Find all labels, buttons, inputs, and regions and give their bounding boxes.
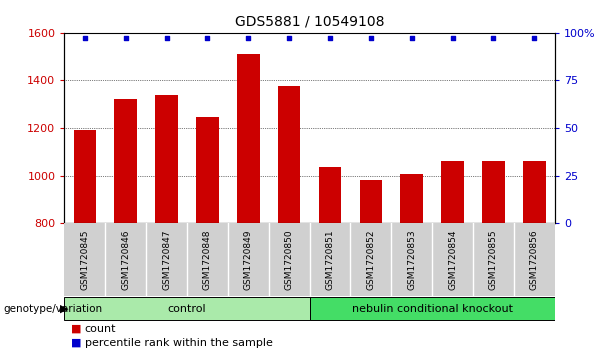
Bar <box>514 223 555 296</box>
Text: ■: ■ <box>70 338 81 348</box>
Text: GSM1720853: GSM1720853 <box>407 229 416 290</box>
Text: ■: ■ <box>70 323 81 334</box>
Bar <box>64 223 105 296</box>
Text: ▶: ▶ <box>60 303 69 314</box>
Bar <box>74 130 96 223</box>
Bar <box>155 95 178 223</box>
Text: GSM1720849: GSM1720849 <box>244 229 253 290</box>
Bar <box>360 180 382 223</box>
Bar <box>105 223 146 296</box>
Bar <box>473 223 514 296</box>
Point <box>447 36 457 41</box>
Text: GSM1720856: GSM1720856 <box>530 229 539 290</box>
Text: percentile rank within the sample: percentile rank within the sample <box>85 338 272 348</box>
Bar <box>482 161 504 223</box>
Point <box>325 36 335 41</box>
Text: GSM1720851: GSM1720851 <box>326 229 335 290</box>
Point <box>243 36 253 41</box>
Text: GSM1720854: GSM1720854 <box>448 229 457 290</box>
Point <box>366 36 376 41</box>
Text: GSM1720847: GSM1720847 <box>162 229 171 290</box>
Point <box>284 36 294 41</box>
Bar <box>400 174 423 223</box>
Text: GSM1720852: GSM1720852 <box>367 229 375 290</box>
Text: GSM1720845: GSM1720845 <box>80 229 89 290</box>
Point <box>530 36 539 41</box>
Text: control: control <box>167 303 207 314</box>
Text: GSM1720855: GSM1720855 <box>489 229 498 290</box>
Text: GSM1720846: GSM1720846 <box>121 229 130 290</box>
Text: GSM1720850: GSM1720850 <box>284 229 294 290</box>
Bar <box>523 161 546 223</box>
Bar <box>146 223 187 296</box>
Bar <box>64 297 310 320</box>
Point <box>202 36 212 41</box>
Text: nebulin conditional knockout: nebulin conditional knockout <box>352 303 512 314</box>
Text: genotype/variation: genotype/variation <box>3 303 102 314</box>
Bar <box>310 297 555 320</box>
Point <box>162 36 172 41</box>
Bar <box>115 99 137 223</box>
Point <box>121 36 131 41</box>
Bar <box>237 54 259 223</box>
Bar <box>228 223 268 296</box>
Text: count: count <box>85 323 116 334</box>
Bar <box>391 223 432 296</box>
Bar <box>441 161 464 223</box>
Text: GSM1720848: GSM1720848 <box>203 229 212 290</box>
Bar <box>351 223 391 296</box>
Bar <box>196 117 219 223</box>
Point <box>80 36 89 41</box>
Bar <box>268 223 310 296</box>
Bar <box>310 223 351 296</box>
Bar <box>278 86 300 223</box>
Bar <box>432 223 473 296</box>
Point <box>489 36 498 41</box>
Bar <box>319 167 341 223</box>
Title: GDS5881 / 10549108: GDS5881 / 10549108 <box>235 15 384 29</box>
Bar <box>187 223 228 296</box>
Point <box>407 36 417 41</box>
